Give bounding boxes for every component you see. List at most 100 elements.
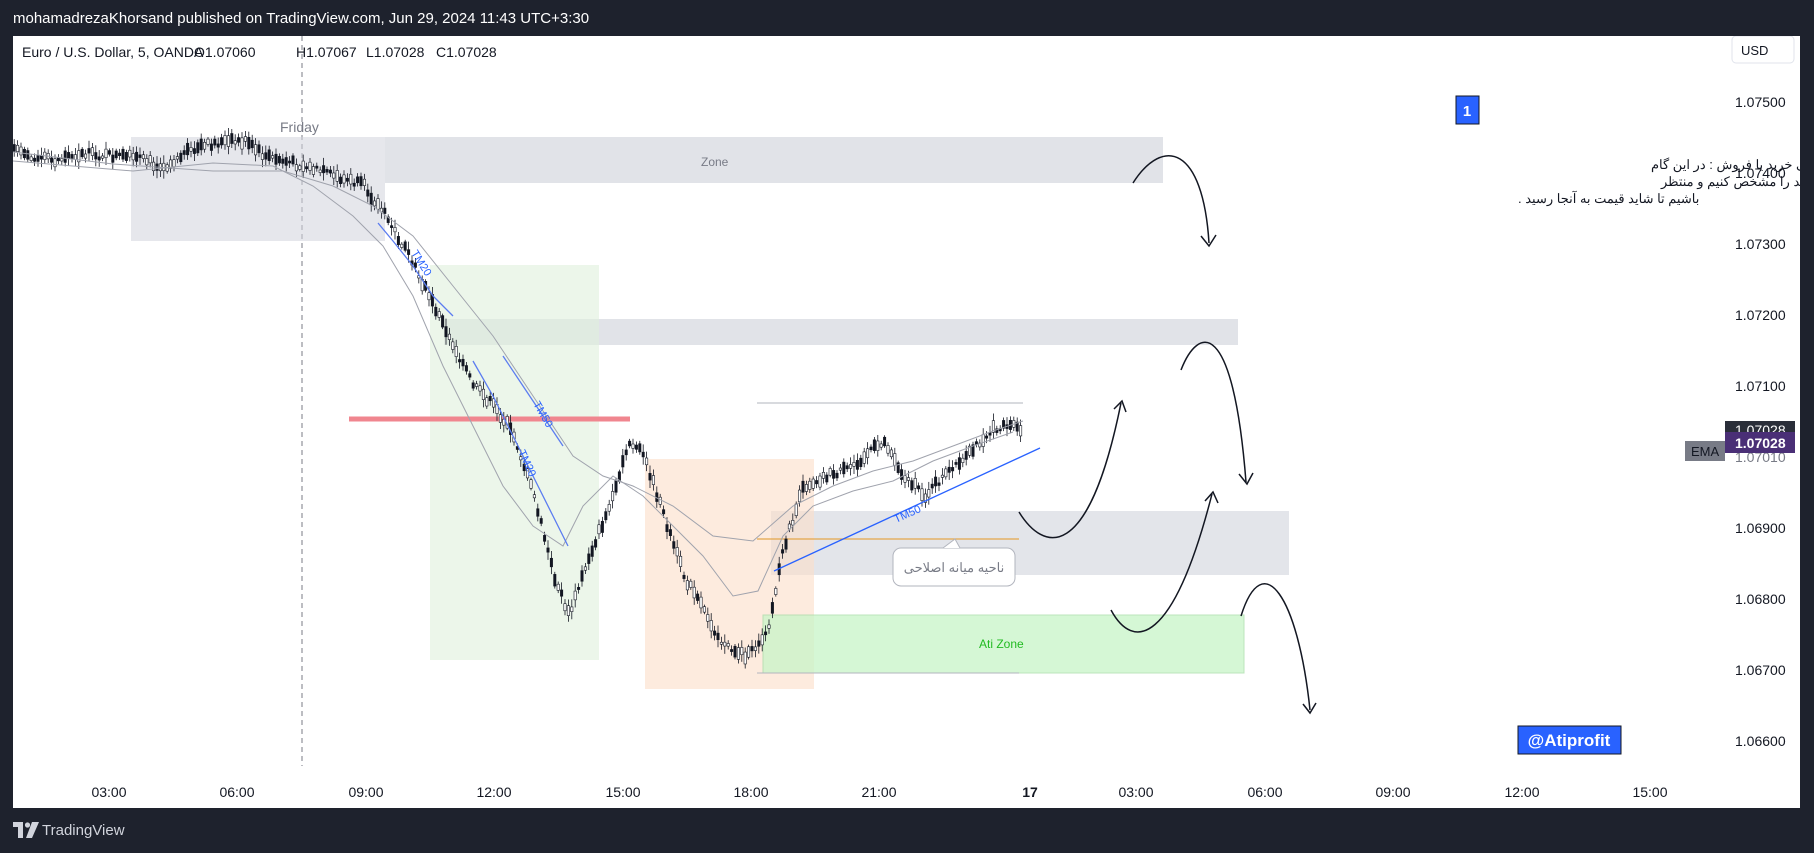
- symbol-name[interactable]: Euro / U.S. Dollar, 5, OANDA: [22, 44, 204, 60]
- candle: [900, 470, 902, 480]
- candle: [588, 554, 590, 564]
- candle: [564, 604, 566, 611]
- candle: [316, 166, 318, 168]
- candle: [642, 452, 644, 457]
- candle: [802, 481, 804, 492]
- candle: [370, 193, 372, 205]
- chart-pane[interactable]: Euro / U.S. Dollar, 5, OANDA O1.07060 H1…: [13, 36, 1800, 808]
- candle: [101, 156, 103, 158]
- candle: [669, 530, 671, 536]
- ohlc-open: O1.07060: [194, 44, 256, 60]
- candle: [571, 607, 573, 612]
- candle: [836, 473, 838, 478]
- candle: [951, 467, 953, 471]
- price-tick: 1.06900: [1735, 520, 1786, 536]
- candle: [676, 547, 678, 555]
- candle: [554, 574, 556, 586]
- candle: [880, 444, 882, 447]
- candle: [445, 327, 447, 337]
- candle: [700, 597, 702, 608]
- candle: [401, 244, 403, 247]
- candle: [339, 177, 341, 184]
- ohlc-high: H1.07067: [296, 44, 357, 60]
- candle: [336, 170, 338, 181]
- candle: [231, 134, 233, 144]
- candle: [744, 652, 746, 664]
- candle: [853, 462, 855, 466]
- candle: [220, 138, 222, 145]
- candle: [397, 236, 399, 244]
- candle: [734, 646, 736, 657]
- candle: [305, 167, 307, 169]
- candle: [499, 415, 501, 423]
- candle: [67, 152, 69, 158]
- candle: [798, 490, 800, 502]
- candle: [186, 143, 188, 155]
- time-tick: 15:00: [1632, 784, 1667, 800]
- supply-zone-top[interactable]: [385, 137, 1163, 183]
- candle: [805, 484, 807, 491]
- time-axis[interactable]: 03:00 06:00 09:00 12:00 15:00 18:00 21:0…: [91, 784, 1667, 800]
- watermark-handle: @Atiprofit: [1528, 731, 1611, 750]
- time-tick: 15:00: [605, 784, 640, 800]
- candle: [540, 518, 542, 523]
- candle: [16, 145, 18, 151]
- candle: [27, 151, 29, 160]
- candle: [288, 161, 290, 163]
- candle: [251, 140, 253, 148]
- publish-header: mohamadrezaKhorsand published on Trading…: [0, 0, 1814, 36]
- candle: [584, 567, 586, 570]
- price-tick: 1.06600: [1735, 733, 1786, 749]
- mid-correction-text: ناحیه میانه اصلاحی: [904, 560, 1004, 575]
- time-tick: 18:00: [733, 784, 768, 800]
- candle: [275, 154, 277, 164]
- candle: [829, 468, 831, 475]
- price-tick: 1.07400: [1735, 165, 1786, 181]
- candle: [118, 153, 120, 156]
- candle: [751, 646, 753, 650]
- candle: [227, 136, 229, 147]
- candle: [832, 470, 834, 478]
- candle: [615, 481, 617, 493]
- time-tick: 03:00: [91, 784, 126, 800]
- price-axis[interactable]: 1.07500 1.07400 1.07300 1.07200 1.07100 …: [1685, 94, 1795, 749]
- candle: [84, 154, 86, 158]
- candle: [472, 383, 474, 388]
- candle: [234, 141, 236, 144]
- candle: [809, 481, 811, 489]
- footer-bar: TradingView: [0, 808, 1814, 853]
- candle: [649, 473, 651, 480]
- candle: [139, 155, 141, 158]
- candle: [550, 558, 552, 567]
- chart-canvas[interactable]: Euro / U.S. Dollar, 5, OANDA O1.07060 H1…: [13, 36, 1800, 808]
- candle: [373, 201, 375, 206]
- candle: [322, 166, 324, 173]
- candle: [928, 490, 930, 498]
- current-price-value: 1.07028: [1735, 435, 1786, 451]
- footer-brand[interactable]: TradingView: [42, 822, 125, 839]
- candle: [302, 161, 304, 171]
- candle: [469, 374, 471, 377]
- candle: [299, 166, 301, 170]
- candle: [652, 476, 654, 485]
- impulse-box-green[interactable]: [430, 265, 599, 660]
- arrow-curve-2: [1181, 342, 1246, 482]
- candle: [530, 480, 532, 489]
- candle: [146, 158, 148, 164]
- candle: [285, 157, 287, 165]
- candle: [356, 177, 358, 183]
- candle: [268, 150, 270, 161]
- mid-correction-zone[interactable]: [771, 511, 1289, 575]
- candle: [265, 153, 267, 159]
- candle: [363, 179, 365, 185]
- candle: [622, 455, 624, 467]
- candle: [958, 458, 960, 470]
- candle: [132, 153, 134, 160]
- time-tick: 03:00: [1118, 784, 1153, 800]
- candle: [91, 148, 93, 156]
- tradingview-logo-icon[interactable]: [13, 822, 39, 838]
- candle: [764, 632, 766, 635]
- candle: [193, 149, 195, 154]
- candle: [326, 169, 328, 172]
- candle: [533, 495, 535, 498]
